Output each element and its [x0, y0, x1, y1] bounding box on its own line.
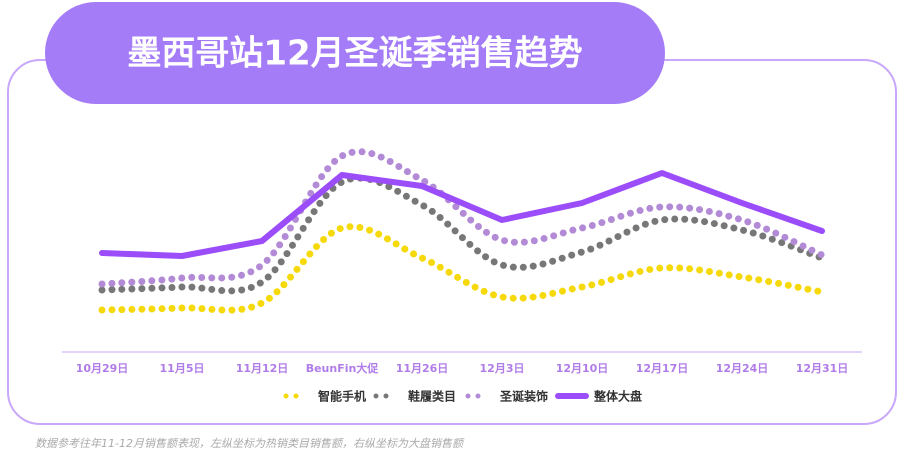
x-tick-label: 11月26日	[396, 362, 449, 375]
legend-label: 鞋履类目	[408, 389, 456, 404]
series-line	[99, 170, 825, 259]
series-line	[98, 148, 826, 288]
x-tick-label: 10月29日	[76, 362, 129, 375]
x-tick-label: 12月10日	[556, 362, 609, 375]
series-line	[98, 174, 826, 295]
x-tick-label: 12月17日	[636, 362, 689, 375]
x-tick-label: 11月5日	[160, 362, 205, 375]
x-tick-label: 12月3日	[480, 362, 525, 375]
footnote: 数据参考往年11-12月销售额表现，左纵坐标为热销类目销售额，右纵坐标为大盘销售…	[35, 437, 465, 450]
title-pill	[45, 2, 665, 104]
legend-label: 智能手机	[317, 389, 366, 404]
series-line	[98, 223, 826, 314]
x-tick-label: 11月12日	[236, 362, 289, 375]
legend-label: 圣诞装饰	[499, 389, 548, 404]
chart-title: 墨西哥站12月圣诞季销售趋势	[127, 34, 582, 74]
legend-label: 整体大盘	[593, 389, 642, 404]
x-tick-label: 12月24日	[716, 362, 769, 375]
x-tick-label: 12月31日	[796, 362, 849, 375]
x-tick-label: BeunFin大促	[306, 361, 380, 375]
